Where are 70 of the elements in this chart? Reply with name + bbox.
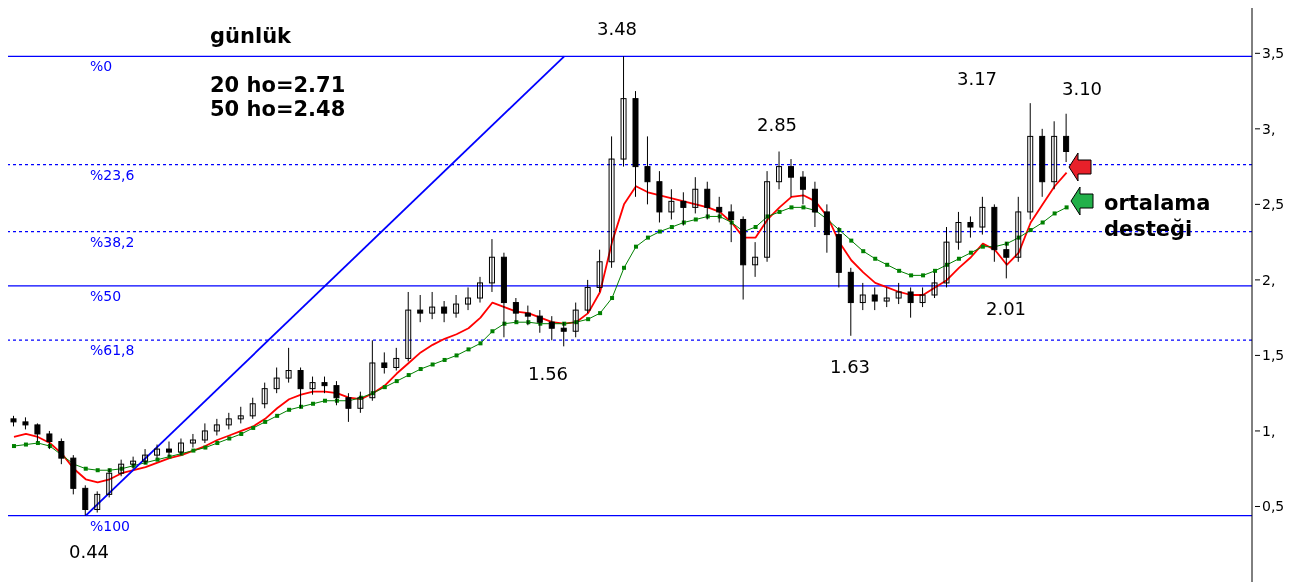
annotation: 3.48 xyxy=(596,17,638,41)
y-tick-label: 3, xyxy=(1262,120,1276,137)
annotation: 3.10 xyxy=(1061,77,1103,101)
candlestick xyxy=(596,249,603,293)
y-tick-label: 2,5 xyxy=(1262,196,1285,213)
annotation: 0.44 xyxy=(68,540,110,564)
candlestick xyxy=(907,286,914,319)
y-tick-label: 1,5 xyxy=(1262,347,1285,364)
candlestick xyxy=(477,276,483,304)
candlestick xyxy=(584,279,591,314)
y-tick-label: 2, xyxy=(1262,271,1276,288)
candlestick xyxy=(919,286,926,308)
candlestick xyxy=(201,422,208,444)
y-tick-label: 3,5 xyxy=(1262,45,1285,62)
candlestick xyxy=(931,271,938,299)
text: günlük xyxy=(210,24,292,48)
candlestick xyxy=(453,294,460,319)
candlestick xyxy=(285,347,292,384)
candlestick xyxy=(429,291,436,320)
annotation: %100 xyxy=(90,517,131,534)
annotation: %61,8 xyxy=(90,342,135,359)
candlestick xyxy=(405,291,412,362)
candlestick xyxy=(273,367,280,394)
annotation: 2.01 xyxy=(985,297,1027,321)
annotation: 3.17 xyxy=(956,67,998,91)
candlestick xyxy=(393,347,400,372)
candlestick xyxy=(979,196,986,236)
candlestick xyxy=(1027,102,1034,220)
candlestick xyxy=(776,151,783,190)
candlestick xyxy=(488,238,495,293)
candlestick xyxy=(644,135,651,205)
annotation: 20 ho=2.71 xyxy=(210,72,346,98)
annotation: %38,2 xyxy=(90,233,135,250)
candlestick xyxy=(788,158,794,198)
candlestick xyxy=(417,294,424,323)
annotation: 50 ho=2.48 xyxy=(210,96,346,122)
candlestick xyxy=(441,300,448,323)
candlestick xyxy=(1051,120,1058,190)
candlestick xyxy=(34,422,41,443)
candlestick xyxy=(871,286,878,311)
candlestick xyxy=(895,282,902,305)
annotation: %50 xyxy=(90,287,122,304)
annotation: %0 xyxy=(90,58,113,75)
candlestick xyxy=(620,55,627,168)
y-tick-label: 1, xyxy=(1262,422,1276,439)
candlestick xyxy=(1063,113,1070,163)
annotation: 1.63 xyxy=(829,355,871,379)
candlestick xyxy=(967,215,974,239)
y-tick-label: 0,5 xyxy=(1262,498,1285,515)
candlestick xyxy=(859,282,866,311)
candlestick xyxy=(249,397,256,420)
text: ortalama desteği xyxy=(1104,190,1212,242)
candlestick xyxy=(82,484,89,517)
candlestick xyxy=(309,376,316,396)
candlestick xyxy=(381,351,388,375)
candlestick xyxy=(608,135,615,269)
annotation: %23,6 xyxy=(90,166,135,183)
annotation: 2.85 xyxy=(756,113,798,137)
candlestick xyxy=(465,286,472,311)
candlestick xyxy=(154,444,161,459)
candlestick xyxy=(799,170,806,205)
candlestick xyxy=(955,211,962,251)
annotation: 1.56 xyxy=(527,362,569,386)
candlestick xyxy=(94,490,101,514)
candlestick xyxy=(752,241,759,278)
candlestick xyxy=(883,286,890,308)
candlestick xyxy=(692,176,699,214)
candlestick xyxy=(189,433,196,449)
candlestick xyxy=(261,382,268,409)
candlestick xyxy=(668,188,675,220)
